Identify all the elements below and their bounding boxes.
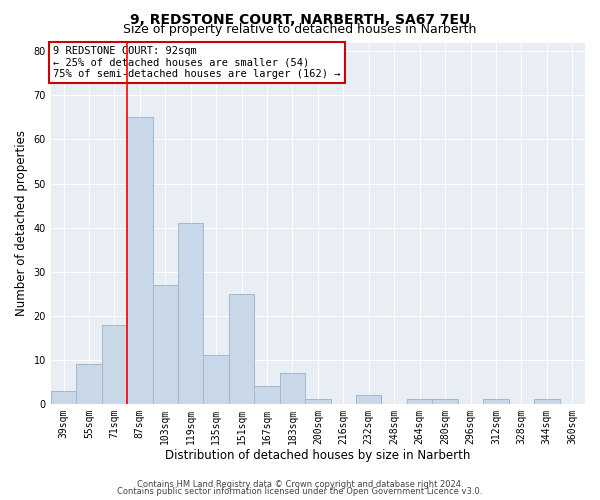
Bar <box>356 395 382 404</box>
Bar <box>203 356 229 404</box>
X-axis label: Distribution of detached houses by size in Narberth: Distribution of detached houses by size … <box>165 450 470 462</box>
Bar <box>229 294 254 404</box>
Bar <box>178 223 203 404</box>
Bar <box>305 400 331 404</box>
Bar <box>433 400 458 404</box>
Bar <box>483 400 509 404</box>
Text: Size of property relative to detached houses in Narberth: Size of property relative to detached ho… <box>124 22 476 36</box>
Bar <box>101 324 127 404</box>
Bar <box>280 373 305 404</box>
Text: Contains HM Land Registry data © Crown copyright and database right 2024.: Contains HM Land Registry data © Crown c… <box>137 480 463 489</box>
Text: 9, REDSTONE COURT, NARBERTH, SA67 7EU: 9, REDSTONE COURT, NARBERTH, SA67 7EU <box>130 12 470 26</box>
Y-axis label: Number of detached properties: Number of detached properties <box>15 130 28 316</box>
Bar <box>152 285 178 404</box>
Bar <box>76 364 101 404</box>
Bar <box>127 118 152 404</box>
Bar <box>534 400 560 404</box>
Text: 9 REDSTONE COURT: 92sqm
← 25% of detached houses are smaller (54)
75% of semi-de: 9 REDSTONE COURT: 92sqm ← 25% of detache… <box>53 46 341 80</box>
Bar <box>407 400 433 404</box>
Text: Contains public sector information licensed under the Open Government Licence v3: Contains public sector information licen… <box>118 487 482 496</box>
Bar <box>51 390 76 404</box>
Bar <box>254 386 280 404</box>
